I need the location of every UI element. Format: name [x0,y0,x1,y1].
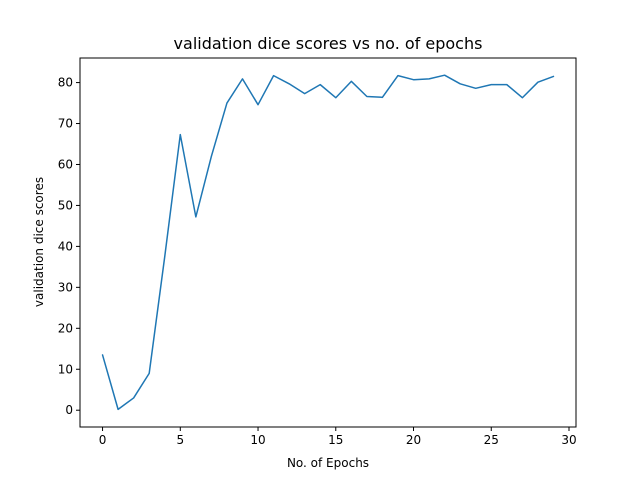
series-layer [101,74,555,411]
y-tick-label: 80 [58,76,73,90]
y-tick-label: 50 [58,198,73,212]
y-tick-label: 30 [58,280,73,294]
y-axis-label: validation dice scores [32,177,46,307]
y-tick-label: 70 [58,117,73,131]
plot-frame [79,57,577,428]
x-tick-label: 0 [99,433,107,447]
chart-title: validation dice scores vs no. of epochs [174,34,483,53]
x-axis-label: No. of Epochs [287,456,369,470]
x-tick-label: 30 [561,433,576,447]
x-tick-label: 25 [484,433,499,447]
y-tick-label: 0 [65,403,73,417]
x-axis: 0 5 10 15 20 25 30 [99,427,577,447]
x-tick-label: 10 [250,433,265,447]
x-tick-label: 20 [406,433,421,447]
y-tick-label: 10 [58,362,73,376]
y-axis: 0 10 20 30 40 50 60 70 80 [58,76,80,417]
plot-area [79,57,577,428]
y-tick-label: 20 [58,321,73,335]
x-tick-label: 5 [176,433,184,447]
y-tick-label: 40 [58,239,73,253]
series-line [101,74,555,411]
y-tick-label: 60 [58,157,73,171]
x-tick-label: 15 [328,433,343,447]
